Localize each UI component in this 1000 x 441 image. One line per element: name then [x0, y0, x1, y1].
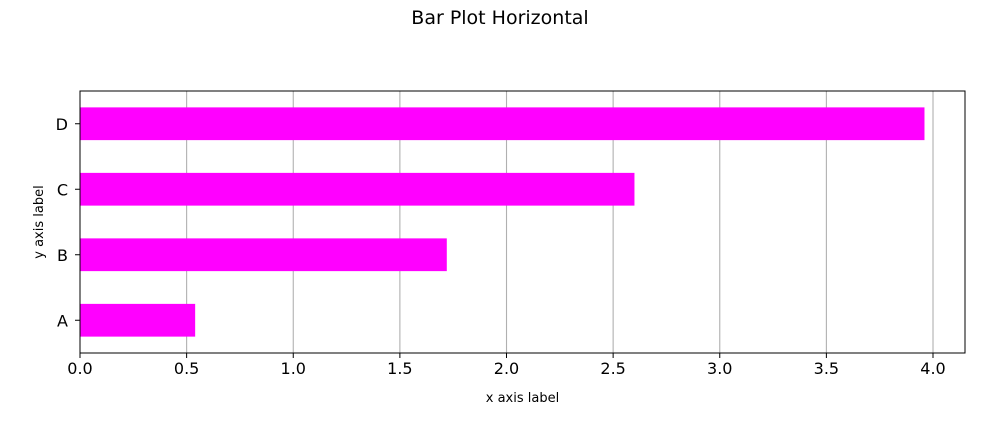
x-tick-label: 0.0: [67, 359, 92, 378]
x-tick-label: 3.5: [814, 359, 839, 378]
chart-title: Bar Plot Horizontal: [411, 7, 588, 29]
bar-C: [80, 172, 635, 206]
plot-frame: [79, 90, 966, 354]
x-tick-label: 3.0: [707, 359, 732, 378]
y-axis-ticks: A B C D: [56, 115, 80, 330]
y-tick-label: A: [57, 311, 68, 330]
y-tick-label: B: [57, 246, 68, 265]
bars: [80, 107, 925, 337]
x-tick-label: 2.0: [494, 359, 519, 378]
x-axis-ticks: 0.0 0.5 1.0 1.5 2.0 2.5 3.0 3.5 4.0: [67, 353, 946, 378]
x-tick-label: 1.0: [281, 359, 306, 378]
y-axis-label: y axis label: [32, 185, 47, 258]
bar-D: [80, 107, 925, 141]
x-axis-label: x axis label: [486, 391, 559, 406]
x-tick-label: 1.5: [387, 359, 412, 378]
x-tick-label: 4.0: [920, 359, 945, 378]
bar-A: [80, 303, 196, 337]
x-tick-label: 0.5: [174, 359, 199, 378]
x-tick-label: 2.5: [600, 359, 625, 378]
y-tick-label: C: [57, 180, 68, 199]
y-tick-label: D: [56, 115, 68, 134]
bar-B: [80, 238, 447, 272]
